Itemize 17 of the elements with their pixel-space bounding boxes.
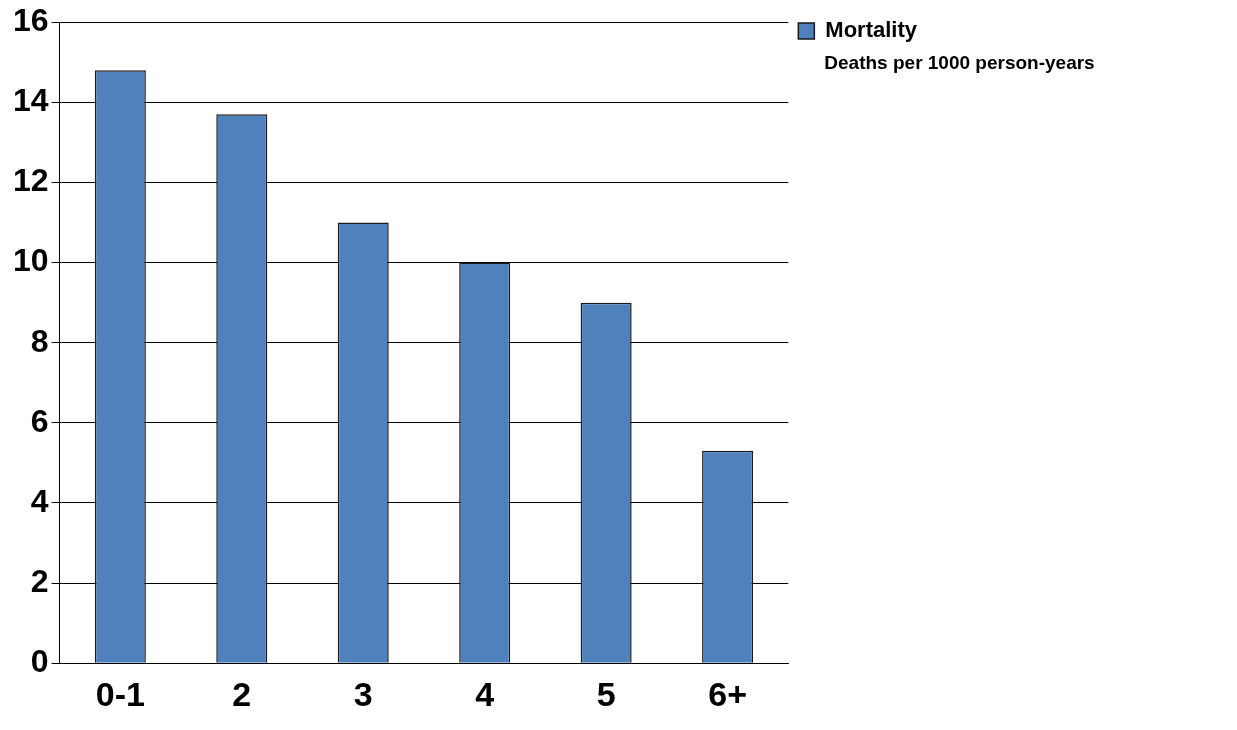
- y-tick-label: 8: [30, 322, 49, 359]
- y-tick-label: 6: [30, 402, 49, 439]
- y-tick-label: 2: [30, 562, 49, 599]
- y-tick-label: 16: [13, 2, 49, 39]
- x-tick-label: 4: [475, 674, 495, 713]
- y-tick-label: 14: [13, 82, 49, 119]
- text: Deaths per 1000 person-years: [824, 51, 1095, 73]
- legend-label: Mortality: [825, 17, 918, 43]
- x-tick-label: 2: [232, 674, 252, 713]
- y-tick-label: 4: [30, 482, 49, 519]
- x-tick-label: 0-1: [95, 674, 145, 713]
- x-tick-label: 3: [353, 674, 373, 713]
- y-tick-label: 0: [30, 643, 49, 680]
- x-tick-label: 5: [596, 674, 616, 713]
- y-tick-label: 10: [13, 242, 49, 279]
- x-tick-label: 6+: [708, 674, 747, 713]
- y-tick-label: 12: [13, 162, 49, 199]
